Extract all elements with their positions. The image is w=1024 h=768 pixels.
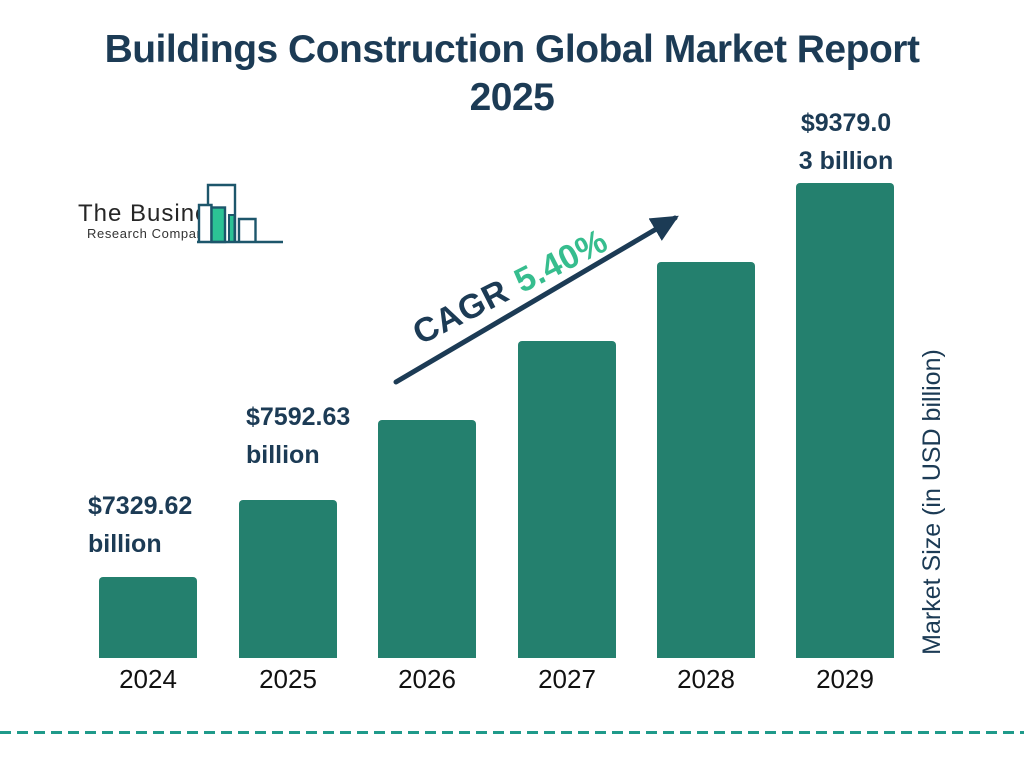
y-axis-label: Market Size (in USD billion) bbox=[918, 349, 946, 655]
x-tick-2026: 2026 bbox=[398, 664, 456, 694]
value-label-2025: $7592.63 billion bbox=[246, 403, 351, 469]
x-tick-2025: 2025 bbox=[259, 664, 317, 694]
x-tick-2028: 2028 bbox=[677, 664, 735, 694]
logo-company-subtitle: Research Company bbox=[87, 226, 212, 241]
page-title-line1: Buildings Construction Global Market Rep… bbox=[104, 28, 920, 71]
value-label-2024: $7329.62 billion bbox=[88, 492, 193, 558]
x-tick-2024: 2024 bbox=[119, 664, 177, 694]
bar-chart-logo-icon bbox=[197, 183, 283, 244]
bottom-dashed-divider bbox=[0, 731, 1024, 734]
bar-2024 bbox=[99, 577, 197, 658]
page-title: Buildings Construction Global Market Rep… bbox=[0, 26, 1024, 122]
value-label-2029: $9379.0 3 billion bbox=[798, 109, 894, 175]
bar-2029 bbox=[796, 183, 894, 658]
x-tick-2027: 2027 bbox=[538, 664, 596, 694]
bar-2025 bbox=[239, 500, 337, 658]
company-logo: The Business Research Company bbox=[75, 176, 287, 246]
bar-2027 bbox=[518, 341, 616, 658]
growth-arrow-icon bbox=[393, 215, 679, 385]
page-title-line2: 2025 bbox=[469, 76, 555, 119]
bar-2026 bbox=[378, 420, 476, 658]
x-tick-2029: 2029 bbox=[816, 664, 874, 694]
bar-2028 bbox=[657, 262, 755, 658]
